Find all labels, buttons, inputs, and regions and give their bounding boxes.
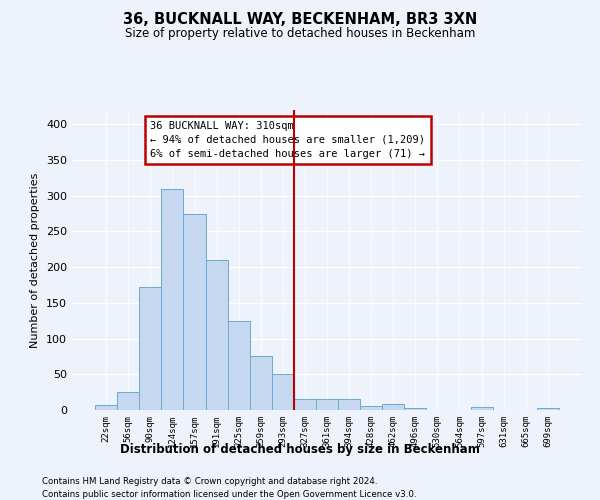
Text: Contains HM Land Registry data © Crown copyright and database right 2024.: Contains HM Land Registry data © Crown c… bbox=[42, 478, 377, 486]
Text: Distribution of detached houses by size in Beckenham: Distribution of detached houses by size … bbox=[120, 442, 480, 456]
Bar bbox=[227, 320, 250, 410]
Bar bbox=[117, 392, 139, 410]
Bar bbox=[382, 404, 404, 410]
Bar bbox=[316, 400, 338, 410]
Bar bbox=[537, 408, 559, 410]
Bar bbox=[294, 398, 316, 410]
Text: Contains public sector information licensed under the Open Government Licence v3: Contains public sector information licen… bbox=[42, 490, 416, 499]
Bar bbox=[184, 214, 206, 410]
Text: Size of property relative to detached houses in Beckenham: Size of property relative to detached ho… bbox=[125, 28, 475, 40]
Bar bbox=[338, 400, 360, 410]
Bar bbox=[360, 406, 382, 410]
Bar bbox=[95, 405, 117, 410]
Text: 36 BUCKNALL WAY: 310sqm
← 94% of detached houses are smaller (1,209)
6% of semi-: 36 BUCKNALL WAY: 310sqm ← 94% of detache… bbox=[151, 120, 425, 158]
Bar bbox=[470, 407, 493, 410]
Bar bbox=[161, 188, 184, 410]
Bar bbox=[404, 408, 427, 410]
Y-axis label: Number of detached properties: Number of detached properties bbox=[31, 172, 40, 348]
Bar bbox=[250, 356, 272, 410]
Text: 36, BUCKNALL WAY, BECKENHAM, BR3 3XN: 36, BUCKNALL WAY, BECKENHAM, BR3 3XN bbox=[123, 12, 477, 28]
Bar bbox=[206, 260, 227, 410]
Bar bbox=[139, 287, 161, 410]
Bar bbox=[272, 374, 294, 410]
